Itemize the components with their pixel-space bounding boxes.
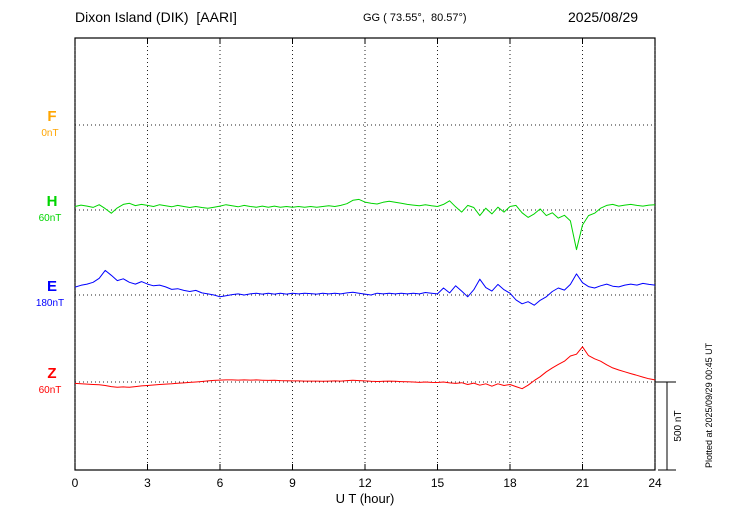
trace-E: [74, 269, 656, 306]
series-baseline-value-F: 0nT: [41, 128, 58, 139]
series-baseline-value-H: 60nT: [39, 213, 62, 224]
series-label-F: F: [47, 108, 56, 125]
plot-date: 2025/08/29: [568, 9, 639, 25]
series-label-Z: Z: [47, 365, 56, 382]
x-tick-label: 3: [144, 476, 151, 490]
x-tick-label: 15: [431, 476, 445, 490]
trace-H: [74, 198, 656, 251]
x-tick-label: 12: [358, 476, 372, 490]
plotted-at-note: Plotted at 2025/09/29 00:45 UT: [704, 342, 714, 468]
series-label-H: H: [47, 193, 58, 210]
scale-bar-label: 500 nT: [673, 410, 684, 441]
x-tick-label: 6: [217, 476, 224, 490]
series-baseline-value-E: 180nT: [36, 298, 64, 309]
geographic-coords: GG ( 73.55°, 80.57°): [363, 12, 467, 24]
scale-bar: 500 nT: [655, 381, 684, 471]
series-baseline-value-Z: 60nT: [39, 385, 62, 396]
x-tick-label: 18: [503, 476, 517, 490]
x-tick-label: 9: [289, 476, 296, 490]
series-label-E: E: [47, 278, 57, 295]
x-tick-label: 0: [72, 476, 79, 490]
x-tick-label: 24: [648, 476, 662, 490]
station-title: Dixon Island (DIK) [AARI]: [75, 9, 237, 25]
x-tick-label: 21: [576, 476, 590, 490]
x-axis-label: U T (hour): [336, 491, 395, 506]
trace-Z: [74, 346, 656, 390]
